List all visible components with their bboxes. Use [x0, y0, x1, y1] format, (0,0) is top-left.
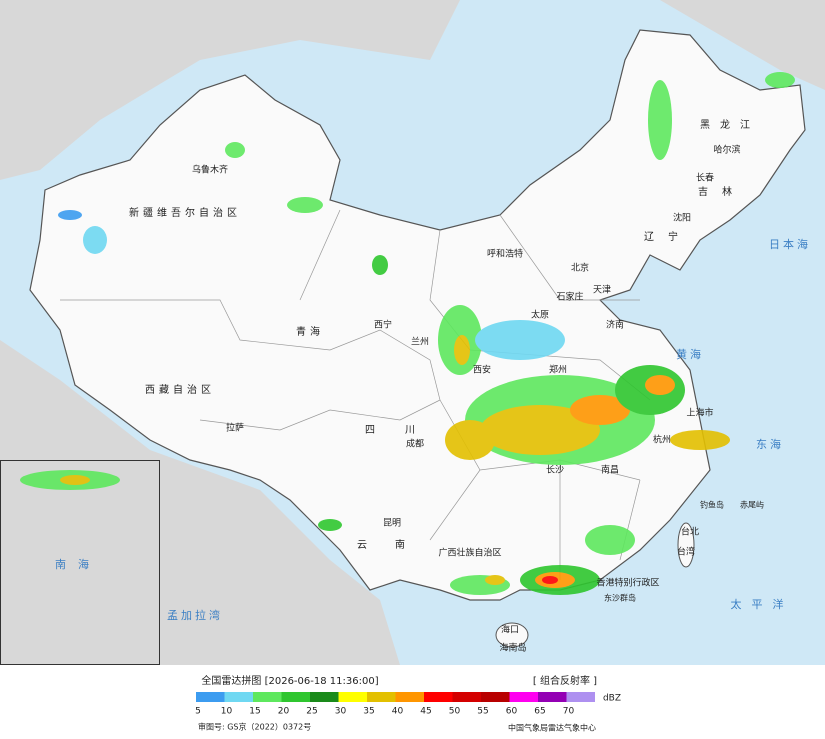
city-label: 济南 [606, 319, 624, 331]
city-label: 太原 [531, 309, 549, 321]
region-label: 云南 [357, 538, 433, 551]
legend-swatch [395, 692, 424, 702]
source: 中国气象局雷达气象中心 [508, 723, 596, 733]
legend-swatch [338, 692, 367, 702]
legend-swatch [224, 692, 253, 702]
legend-label: 10 [221, 707, 233, 717]
region-label: 台湾 [677, 546, 695, 558]
legend-label: 40 [392, 707, 404, 717]
place-labels: 乌鲁木齐 新疆维吾尔自治区 西藏自治区 青海 拉萨 西宁 兰州 成都 四川 昆明… [55, 118, 811, 654]
city-label: 乌鲁木齐 [192, 164, 228, 176]
region-label: 四川 [365, 425, 445, 436]
map-title: 全国雷达拼图 [2026-06-18 11:36:00] [201, 674, 378, 687]
region-label: 辽宁 [644, 230, 692, 243]
legend-label: 15 [249, 707, 260, 717]
island-label: 海南岛 [499, 642, 526, 654]
region-label: 吉林 [698, 185, 746, 198]
island-label: 赤尾屿 [740, 501, 764, 510]
city-label: 拉萨 [226, 422, 244, 434]
island-label: 钓鱼岛 [700, 500, 724, 510]
city-label: 海口 [501, 624, 519, 636]
legend-label: 50 [449, 707, 461, 717]
legend-swatch [281, 692, 310, 702]
south-sea-inset [0, 460, 160, 665]
region-label: 青海 [296, 325, 324, 338]
city-label: 哈尔滨 [713, 144, 740, 156]
legend-label: 55 [477, 707, 488, 717]
legend-swatch [538, 692, 567, 702]
legend-swatch [196, 692, 225, 702]
island-label: 东沙群岛 [604, 593, 636, 603]
legend-swatch [367, 692, 396, 702]
legend-label: 45 [420, 707, 431, 717]
legend-swatch [452, 692, 481, 702]
sea-label: 太平洋 [731, 597, 794, 611]
city-label: 长春 [696, 172, 714, 184]
legend-swatch [566, 692, 595, 702]
city-label: 杭州 [653, 434, 671, 446]
city-label: 昆明 [383, 518, 401, 529]
legend-label: 30 [335, 707, 347, 717]
region-label: 黑龙江 [700, 118, 760, 131]
taiwan [677, 522, 695, 568]
sea-label: 日本海 [769, 237, 811, 251]
legend-label: 20 [278, 707, 290, 717]
region-label: 西藏自治区 [145, 383, 215, 396]
city-label: 郑州 [549, 364, 567, 376]
legend-label: 35 [363, 707, 374, 717]
legend-label: 5 [195, 707, 201, 717]
sea-label: 孟加拉湾 [167, 608, 223, 622]
legend-label: 65 [534, 707, 545, 717]
legend-label: 60 [506, 707, 518, 717]
sea-label: 东海 [756, 437, 784, 451]
legend-swatch [310, 692, 339, 702]
legend-unit: dBZ [603, 694, 621, 704]
city-label: 上海市 [686, 407, 713, 419]
city-label: 兰州 [411, 336, 429, 348]
legend-label: 70 [563, 707, 575, 717]
hainan [495, 622, 529, 648]
legend-label: 25 [306, 707, 317, 717]
sea-label: 黄海 [676, 347, 704, 361]
product-label: [ 组合反射率 ] [533, 674, 597, 687]
city-label: 台北 [681, 526, 699, 538]
legend-swatch [253, 692, 282, 702]
legend-swatch [424, 692, 453, 702]
legend-swatch [481, 692, 510, 702]
sea-label: 南海 [55, 557, 101, 571]
region-label: 新疆维吾尔自治区 [129, 206, 241, 219]
city-label: 呼和浩特 [487, 248, 523, 260]
region-label: 香港特别行政区 [596, 577, 659, 589]
city-label: 沈阳 [673, 212, 691, 224]
region-label: 广西壮族自治区 [438, 547, 501, 559]
city-label: 天津 [593, 285, 611, 296]
city-label: 西安 [473, 364, 491, 376]
city-label: 成都 [406, 438, 424, 450]
legend-swatch [509, 692, 538, 702]
city-label: 南昌 [601, 464, 619, 476]
province-borders [60, 209, 651, 580]
city-label: 长沙 [546, 464, 564, 476]
city-label: 石家庄 [556, 291, 583, 303]
city-label: 北京 [571, 262, 589, 274]
radar-echoes [20, 72, 795, 595]
color-legend: 5 10 15 20 25 30 35 40 45 50 55 60 65 70 [195, 692, 595, 717]
approval-number: 审图号: GS京（2022）0372号 [198, 722, 311, 732]
city-label: 西宁 [374, 319, 392, 331]
neighbor-land [0, 0, 825, 665]
